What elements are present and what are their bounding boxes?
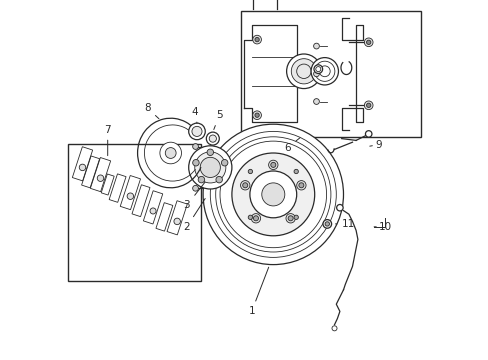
Circle shape (268, 160, 277, 170)
Circle shape (310, 58, 338, 85)
Circle shape (203, 124, 343, 265)
Circle shape (254, 113, 259, 117)
Circle shape (313, 65, 322, 73)
Circle shape (127, 193, 133, 199)
Circle shape (322, 220, 331, 228)
Circle shape (216, 176, 222, 183)
Circle shape (188, 123, 205, 140)
Text: 9: 9 (369, 140, 381, 150)
Circle shape (192, 159, 199, 166)
Circle shape (209, 135, 216, 142)
Circle shape (242, 183, 247, 188)
Circle shape (313, 71, 319, 77)
Circle shape (221, 159, 227, 166)
Circle shape (198, 176, 204, 183)
Circle shape (160, 142, 181, 164)
Circle shape (79, 164, 85, 171)
Bar (167, 201, 187, 235)
Bar (143, 191, 163, 224)
Circle shape (313, 43, 319, 49)
Circle shape (261, 183, 284, 206)
Circle shape (293, 169, 298, 174)
Bar (109, 174, 126, 202)
Text: 11: 11 (335, 219, 355, 229)
Text: 2: 2 (183, 198, 205, 232)
Circle shape (192, 144, 198, 149)
Circle shape (200, 157, 220, 177)
Bar (81, 156, 100, 188)
Circle shape (248, 215, 252, 220)
Bar (120, 176, 140, 210)
Bar (156, 203, 172, 231)
Circle shape (97, 175, 103, 181)
Text: 1: 1 (248, 267, 268, 316)
Circle shape (296, 181, 305, 190)
Bar (101, 174, 114, 195)
Circle shape (254, 37, 259, 42)
Text: 8: 8 (143, 103, 159, 119)
Bar (132, 185, 150, 217)
Circle shape (194, 152, 225, 183)
Text: 3: 3 (183, 182, 204, 210)
Bar (241, 11, 420, 137)
Text: 5: 5 (213, 110, 222, 130)
Circle shape (231, 153, 314, 236)
Circle shape (150, 208, 156, 214)
Text: 6: 6 (284, 138, 299, 153)
Circle shape (298, 183, 303, 188)
Circle shape (192, 126, 202, 136)
Circle shape (253, 216, 258, 221)
Circle shape (206, 132, 219, 145)
Circle shape (165, 148, 176, 158)
Circle shape (270, 162, 275, 167)
Circle shape (366, 103, 370, 107)
Circle shape (291, 59, 316, 84)
Circle shape (364, 38, 372, 46)
Text: 4: 4 (191, 107, 198, 123)
Circle shape (252, 111, 261, 120)
Circle shape (249, 171, 296, 218)
Circle shape (313, 99, 319, 104)
Circle shape (364, 101, 372, 109)
Circle shape (188, 146, 231, 189)
Text: 7: 7 (104, 125, 111, 156)
Circle shape (251, 213, 260, 223)
Circle shape (293, 215, 298, 220)
Circle shape (366, 40, 370, 45)
Circle shape (240, 181, 249, 190)
Circle shape (286, 54, 321, 89)
Circle shape (285, 213, 295, 223)
Bar (72, 147, 92, 181)
Bar (90, 158, 110, 192)
Circle shape (248, 169, 252, 174)
Circle shape (325, 222, 329, 226)
Circle shape (336, 204, 343, 211)
Circle shape (192, 185, 198, 191)
Circle shape (206, 149, 213, 156)
Text: 10: 10 (373, 222, 391, 232)
Circle shape (365, 131, 371, 137)
Circle shape (252, 35, 261, 44)
Bar (68, 144, 201, 281)
Circle shape (174, 218, 180, 225)
Circle shape (287, 216, 293, 221)
